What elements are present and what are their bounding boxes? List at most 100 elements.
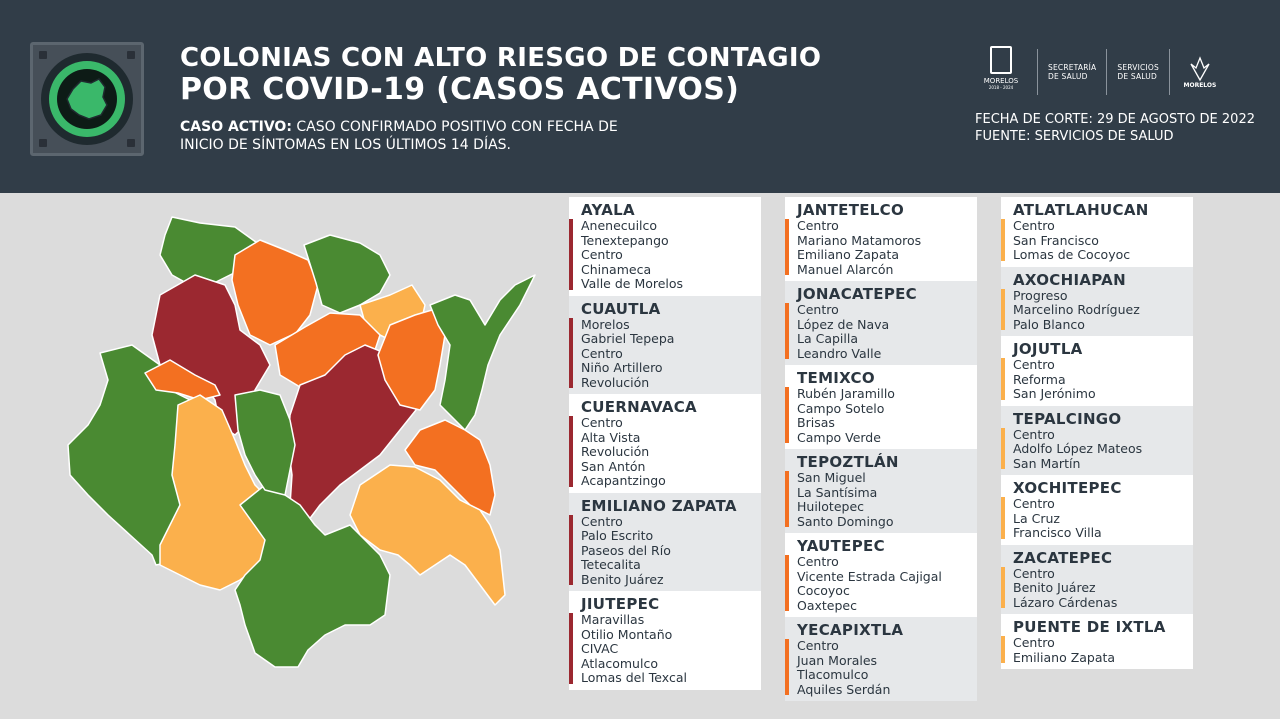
colonia: Oaxtepec [797,597,857,613]
colonia: Benito Juárez [581,571,664,587]
municipio-block: TEPALCINGO Centro Adolfo López Mateos San … [1001,405,1193,475]
map-region-orange-west [144,359,221,401]
municipio-name: YECAPIXTLA [797,621,904,639]
title-line-2: POR COVID-19 (CASOS ACTIVOS) [180,72,740,107]
municipio-name: CUAUTLA [581,299,661,318]
colonia: Centro [1013,218,1055,233]
colonia: CIVAC [581,641,619,656]
colonia: Leandro Valle [797,345,882,361]
colonia: Centro [1013,426,1055,442]
colonia: Centro [797,218,839,233]
colonia: López de Nava [797,316,890,332]
column-orange: JANTETELCO Centro Mariano Matamoros Emilia… [785,197,977,701]
page-title: COLONIAS CON ALTO RIESGO DE CONTAGIO POR… [180,42,821,106]
municipio-name: EMILIANO ZAPATA [581,496,737,515]
colonia: Santo Domingo [797,513,894,529]
definition-text: CASO ACTIVO: CASO CONFIRMADO POSITIVO CO… [180,118,618,154]
colonia: Centro [1013,565,1055,581]
colonia: Lázaro Cárdenas [1013,594,1118,610]
colonia: Paseos del Río [581,542,671,558]
map-region-lightorange-se [349,464,506,606]
colonia: Tenextepango [581,232,669,248]
colonia: Centro [1013,357,1055,372]
traffic-light-icon [30,42,144,156]
colonia: Centro [581,247,623,262]
servicios-logo: SERVICIOS DE SALUD [1117,63,1159,81]
colonia: Campo Verde [797,429,881,445]
municipio-block: JIUTEPEC Maravillas Otilio Montaño CIVAC At… [569,591,761,690]
colonia: Alta Vista [581,429,641,445]
municipio-name: ATLATLAHUCAN [1013,201,1149,219]
colonia: Tlacomulco [797,667,869,682]
header-banner: COLONIAS CON ALTO RIESGO DE CONTAGIO POR… [0,0,1280,193]
colonia: Otilio Montaño [581,626,673,642]
municipio-name: JIUTEPEC [581,595,660,613]
map-region-orange-north [231,239,319,346]
colonia: Valle de Morelos [581,276,684,291]
municipio-block: CUERNAVACA Centro Alta Vista Revolución San… [569,394,761,493]
colonia: Emiliano Zapata [797,247,900,262]
colonia: Revolución [581,444,650,459]
map-region-green-nc [303,234,391,314]
colonia: Gabriel Tepepa [581,331,675,346]
colonia: Campo Sotelo [797,400,885,416]
colonia: San Francisco [1013,232,1099,248]
colonia: San Jerónimo [1013,386,1096,401]
morelos-emblem-icon [990,46,1012,74]
municipio-block: ATLATLAHUCAN Centro San Francisco Lomas de… [1001,197,1193,267]
colonia: Reforma [1013,371,1066,387]
morelos-silhouette-icon [66,78,108,120]
colonia: Centro [581,513,623,529]
colonia: Chinameca [581,261,652,277]
fecha-corte: FECHA DE CORTE: 29 DE AGOSTO DE 2022 [975,112,1255,127]
definition-label: CASO ACTIVO: [180,119,292,135]
colonia: Francisco Villa [1013,525,1102,540]
municipio-block: TEMIXCO Rubén Jaramillo Campo Sotelo Brisa… [785,365,977,449]
colonia: La Santísima [797,484,878,500]
municipio-name: TEPALCINGO [1013,409,1122,428]
colonia: Niño Artillero [581,360,663,375]
municipio-block: TEPOZTLÁN San Miguel La Santísima Huilotep… [785,449,977,533]
map-region-orange-east [377,309,446,411]
colonia: San Antón [581,458,646,474]
municipio-block: JANTETELCO Centro Mariano Matamoros Emilia… [785,197,977,281]
morelos-logo: MORELOS 2018 - 2024 [975,46,1027,98]
municipio-block: JONACATEPEC Centro López de Nava La Capill… [785,281,977,365]
secretaria-logo: SECRETARÍA DE SALUD [1048,63,1097,81]
municipio-name: JONACATEPEC [797,285,917,303]
municipio-block: YECAPIXTLA Centro Juan Morales Tlacomulco A… [785,617,977,701]
logos-row: MORELOS 2018 - 2024 SECRETARÍA DE SALUD … [975,46,1220,98]
definition-line-1: CASO CONFIRMADO POSITIVO CON FECHA DE [296,119,618,135]
municipio-name: TEMIXCO [797,369,875,387]
colonia: Emiliano Zapata [1013,649,1116,665]
colonia: Centro [1013,635,1055,650]
municipio-block: PUENTE DE IXTLA Centro Emiliano Zapata [1001,614,1193,669]
date-source: FECHA DE CORTE: 29 DE AGOSTO DE 2022 FUE… [975,111,1255,145]
colonia: Centro [797,554,839,569]
municipio-block: ZACATEPEC Centro Benito Juárez Lázaro Cárd… [1001,544,1193,614]
colonia: La Capilla [797,331,858,346]
colonia: Manuel Alarcón [797,261,894,277]
municipio-block: YAUTEPEC Centro Vicente Estrada Cajigal Co… [785,533,977,617]
colonia: Palo Escrito [581,528,654,543]
morelos-map [67,216,536,668]
municipio-block: CUAUTLA Morelos Gabriel Tepepa Centro Niño … [569,295,761,394]
colonia: San Miguel [797,470,866,485]
municipio-block: EMILIANO ZAPATA Centro Palo Escrito Paseos… [569,492,761,591]
colonia: Brisas [797,415,835,430]
colonia: Cocoyoc [797,583,850,598]
colonia: Atlacomulco [581,655,658,671]
municipio-name: AYALA [581,201,635,219]
colonia: La Cruz [1013,510,1060,526]
colonia: Juan Morales [797,652,878,668]
municipio-name: YAUTEPEC [797,537,885,555]
map-region-green-east [429,274,536,431]
colonia: Rubén Jaramillo [797,386,895,401]
colonia: Lomas del Texcal [581,670,687,685]
municipio-block: AYALA Anenecuilco Tenextepango Centro China… [569,197,761,296]
colonia: Vicente Estrada Cajigal [797,568,942,584]
colonia: Maravillas [581,612,645,627]
colonia: Adolfo López Mateos [1013,441,1143,456]
colonia: Centro [581,415,623,430]
municipio-name: JANTETELCO [797,201,905,219]
